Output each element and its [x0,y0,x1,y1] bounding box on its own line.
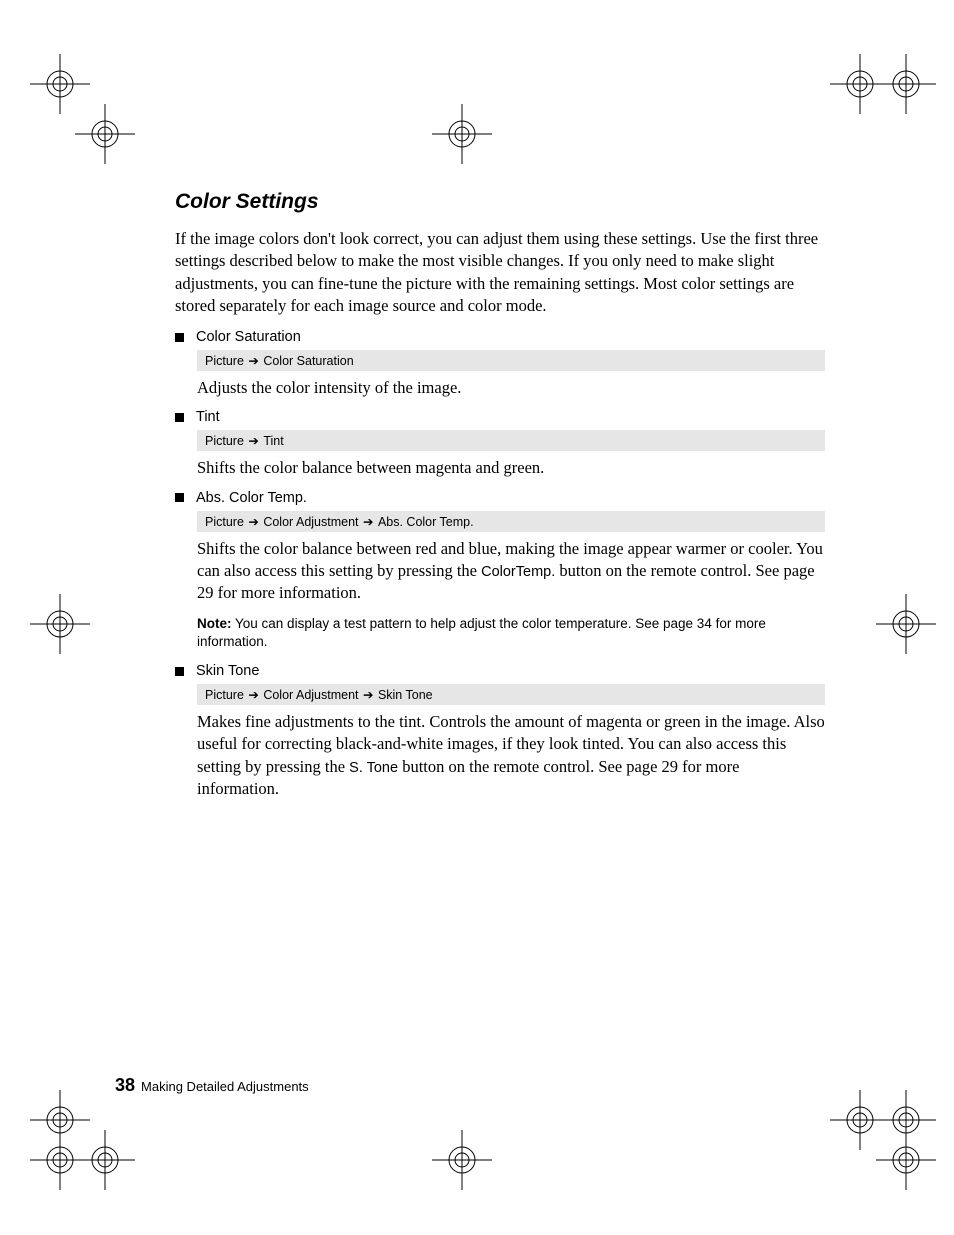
setting-description: Adjusts the color intensity of the image… [197,377,825,399]
menu-path-breadcrumb: Picture ➔ Color Adjustment ➔ Skin Tone [197,684,825,705]
square-bullet-icon [175,333,184,342]
setting-description: Shifts the color balance between magenta… [197,457,825,479]
crop-mark-icon [876,594,936,654]
page-content: Color Settings If the image colors don't… [175,190,825,810]
menu-path-breadcrumb: Picture ➔ Color Adjustment ➔ Abs. Color … [197,511,825,532]
setting-description: Makes fine adjustments to the tint. Cont… [197,711,825,800]
crop-mark-icon [432,1130,492,1190]
crop-mark-icon [30,1130,90,1190]
intro-paragraph: If the image colors don't look correct, … [175,228,825,317]
crop-mark-icon [432,104,492,164]
square-bullet-icon [175,413,184,422]
breadcrumb-segment: Abs. Color Temp. [378,515,474,529]
crop-mark-icon [75,104,135,164]
arrow-right-icon: ➔ [359,515,378,529]
setting-title: Tint [196,409,220,425]
arrow-right-icon: ➔ [244,688,263,702]
breadcrumb-segment: Color Adjustment [263,515,358,529]
arrow-right-icon: ➔ [244,515,263,529]
breadcrumb-segment: Color Adjustment [263,688,358,702]
breadcrumb-segment: Picture [205,688,244,702]
note-label: Note: [197,616,232,631]
arrow-right-icon: ➔ [244,434,263,448]
menu-path-breadcrumb: Picture ➔ Tint [197,430,825,451]
setting-item-header: Abs. Color Temp. [175,490,825,506]
description-text: Shifts the color balance between magenta… [197,458,544,477]
setting-title: Abs. Color Temp. [196,490,307,506]
page-number: 38 [115,1075,135,1095]
page-footer: 38 Making Detailed Adjustments [115,1075,309,1096]
breadcrumb-segment: Color Saturation [263,354,353,368]
description-text: Adjusts the color intensity of the image… [197,378,461,397]
setting-item: Abs. Color Temp.Picture ➔ Color Adjustme… [175,490,825,652]
crop-mark-icon [876,54,936,114]
setting-item: Color SaturationPicture ➔ Color Saturati… [175,329,825,399]
crop-mark-icon [876,1090,936,1150]
menu-path-breadcrumb: Picture ➔ Color Saturation [197,350,825,371]
square-bullet-icon [175,667,184,676]
breadcrumb-segment: Picture [205,515,244,529]
setting-item: Skin TonePicture ➔ Color Adjustment ➔ Sk… [175,663,825,800]
square-bullet-icon [175,493,184,502]
setting-item-header: Skin Tone [175,663,825,679]
setting-item-header: Tint [175,409,825,425]
breadcrumb-segment: Picture [205,434,244,448]
crop-mark-icon [30,594,90,654]
settings-list: Color SaturationPicture ➔ Color Saturati… [175,329,825,800]
arrow-right-icon: ➔ [359,688,378,702]
setting-title: Color Saturation [196,329,301,345]
setting-item: TintPicture ➔ TintShifts the color balan… [175,409,825,479]
arrow-right-icon: ➔ [244,354,263,368]
button-name-inline: S. Tone [349,760,398,776]
breadcrumb-segment: Picture [205,354,244,368]
setting-item-header: Color Saturation [175,329,825,345]
button-name-inline: ColorTemp. [481,564,555,580]
section-heading: Color Settings [175,190,825,214]
breadcrumb-segment: Tint [263,434,283,448]
note-text: You can display a test pattern to help a… [197,616,766,649]
footer-section-title: Making Detailed Adjustments [141,1079,309,1094]
note-block: Note: You can display a test pattern to … [197,615,825,651]
setting-description: Shifts the color balance between red and… [197,538,825,605]
setting-title: Skin Tone [196,663,259,679]
breadcrumb-segment: Skin Tone [378,688,433,702]
